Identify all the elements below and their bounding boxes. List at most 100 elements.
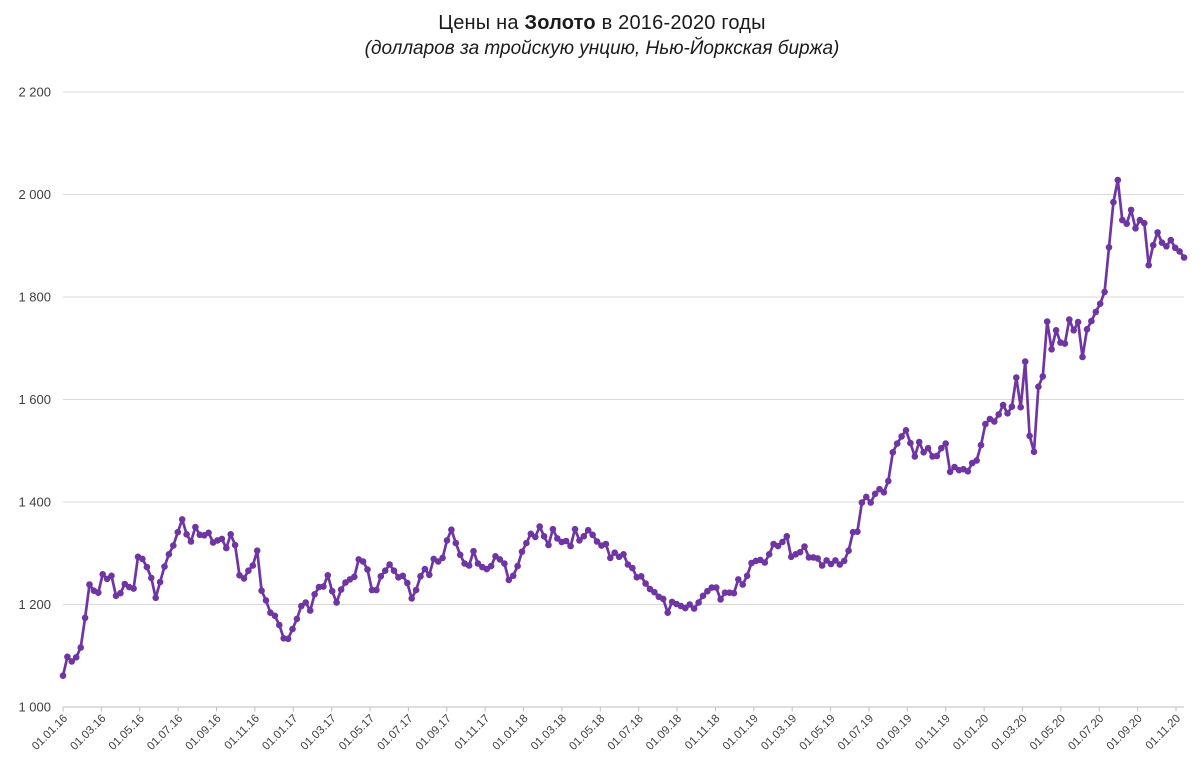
data-point-marker xyxy=(624,561,632,568)
x-tick-label: 01.05.18 xyxy=(567,713,607,753)
data-point-marker xyxy=(68,658,76,665)
data-point-marker xyxy=(170,542,177,549)
data-point-marker xyxy=(320,583,327,590)
data-point-marker xyxy=(474,560,482,567)
data-point-marker xyxy=(143,563,151,571)
y-tick-label: 1 200 xyxy=(18,597,51,612)
data-point-marker xyxy=(977,441,985,449)
data-point-marker xyxy=(902,427,910,434)
x-tick-label: 01.11.19 xyxy=(913,713,953,753)
data-point-marker xyxy=(1114,176,1122,184)
x-tick-label: 01.09.17 xyxy=(414,713,454,753)
data-point-marker xyxy=(1066,316,1073,323)
data-point-marker xyxy=(240,575,248,582)
x-axis: 01.01.1601.03.1601.05.1601.07.1601.09.16… xyxy=(30,707,1183,753)
data-point-marker xyxy=(161,563,168,570)
data-point-marker xyxy=(152,594,159,602)
data-point-marker xyxy=(1026,432,1033,440)
x-tick-label: 01.09.19 xyxy=(874,713,914,753)
data-point-marker xyxy=(999,401,1007,409)
data-point-marker xyxy=(1035,383,1042,391)
data-point-marker xyxy=(426,571,433,579)
data-point-marker xyxy=(651,588,658,596)
x-tick-label: 01.03.19 xyxy=(759,713,799,753)
data-point-marker xyxy=(739,581,746,588)
data-point-marker xyxy=(664,609,671,616)
data-point-marker xyxy=(832,557,839,564)
data-point-marker xyxy=(1061,340,1069,347)
data-point-marker xyxy=(364,566,371,573)
data-point-marker xyxy=(783,533,791,540)
y-tick-label: 1 600 xyxy=(18,392,51,407)
data-point-marker xyxy=(276,621,283,629)
data-point-marker xyxy=(554,535,561,542)
data-point-marker xyxy=(827,560,835,568)
data-point-marker xyxy=(982,420,989,428)
x-tick-label: 01.11.20 xyxy=(1144,713,1184,753)
chart-title: Цены на Золото в 2016-2020 годы xyxy=(0,10,1204,36)
data-point-marker xyxy=(743,572,751,580)
data-point-marker xyxy=(589,531,596,539)
data-point-marker xyxy=(408,595,416,602)
data-point-marker xyxy=(351,573,358,581)
data-point-marker xyxy=(854,528,861,535)
data-point-marker xyxy=(306,607,314,614)
data-point-marker xyxy=(576,537,583,544)
data-point-marker xyxy=(704,587,711,595)
data-point-marker xyxy=(293,615,301,623)
data-point-marker xyxy=(337,586,345,593)
data-point-marker xyxy=(1013,374,1020,381)
data-point-marker xyxy=(1052,327,1060,334)
data-point-marker xyxy=(1008,403,1016,411)
y-axis-labels: 1 000 1 200 1 400 1 600 1 800 2 000 2 200 xyxy=(18,85,51,715)
data-point-marker xyxy=(818,562,826,569)
data-point-marker xyxy=(1149,241,1157,249)
data-point-marker xyxy=(1110,198,1117,206)
data-point-marker xyxy=(801,543,808,550)
data-point-marker xyxy=(867,499,874,506)
data-point-marker xyxy=(1132,225,1139,232)
data-point-marker xyxy=(470,547,477,555)
x-tick-label: 01.01.20 xyxy=(951,713,991,753)
y-tick-label: 1 800 xyxy=(18,290,51,305)
data-point-marker xyxy=(333,599,340,606)
data-point-marker xyxy=(86,581,93,588)
data-point-marker xyxy=(439,554,446,562)
data-point-marker xyxy=(1123,220,1130,227)
data-point-marker xyxy=(584,526,592,534)
chart-header: Цены на Золото в 2016-2020 годы (долларо… xyxy=(0,10,1204,62)
data-point-marker xyxy=(642,580,649,587)
data-point-marker xyxy=(412,586,420,594)
data-point-marker xyxy=(81,614,89,622)
x-tick-label: 01.03.16 xyxy=(68,713,108,753)
data-point-marker xyxy=(1180,254,1188,261)
data-point-marker xyxy=(328,587,336,595)
x-tick-label: 01.11.18 xyxy=(683,713,723,753)
x-tick-label: 01.07.19 xyxy=(836,713,876,753)
data-point-marker xyxy=(774,542,782,550)
data-point-marker xyxy=(885,477,892,485)
data-point-marker xyxy=(942,440,949,447)
data-point-marker xyxy=(178,516,186,523)
data-point-marker xyxy=(1017,403,1024,411)
data-point-marker xyxy=(253,547,261,554)
data-point-marker xyxy=(686,601,693,608)
data-point-marker xyxy=(863,493,870,501)
data-point-marker xyxy=(298,602,305,610)
data-point-marker xyxy=(1127,206,1135,214)
data-point-marker xyxy=(509,572,517,580)
data-point-marker xyxy=(823,557,830,564)
data-point-marker xyxy=(1021,358,1029,365)
data-point-marker xyxy=(95,589,102,596)
data-point-marker xyxy=(562,537,570,545)
x-tick-label: 01.11.16 xyxy=(222,713,262,753)
x-tick-label: 01.05.20 xyxy=(1028,713,1068,753)
y-tick-label: 2 000 xyxy=(18,187,51,202)
data-point-marker xyxy=(1074,318,1082,326)
data-point-marker xyxy=(399,572,407,580)
data-point-marker xyxy=(1079,353,1086,361)
data-point-marker xyxy=(607,554,614,562)
data-point-marker xyxy=(302,599,310,606)
